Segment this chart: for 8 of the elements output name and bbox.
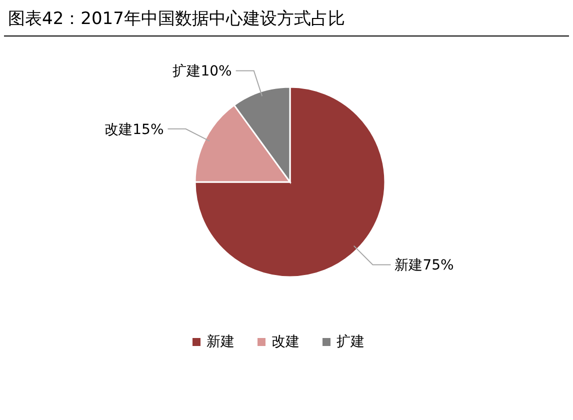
chart-title: 图表42：2017年中国数据中心建设方式占比 xyxy=(8,9,345,29)
legend-label: 改建 xyxy=(272,334,300,350)
category-label: 新建75% xyxy=(394,258,454,274)
category-label: 改建15% xyxy=(104,122,164,138)
legend-label: 扩建 xyxy=(336,334,364,350)
category-label: 扩建10% xyxy=(172,64,232,80)
pie-slice xyxy=(194,86,386,278)
legend-label: 新建 xyxy=(206,334,234,350)
